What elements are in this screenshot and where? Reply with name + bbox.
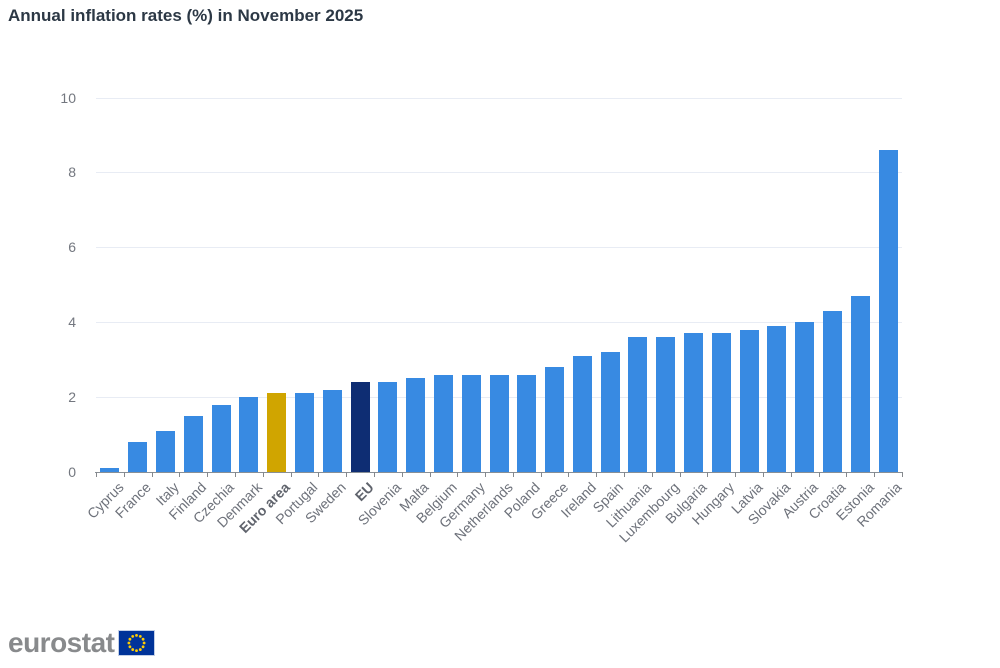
bar-luxembourg[interactable] [656, 337, 676, 472]
bar-poland[interactable] [517, 374, 537, 472]
x-axis-tick [540, 472, 542, 477]
x-axis-tick [262, 472, 264, 477]
bar-eu[interactable] [350, 382, 370, 472]
bar-sweden[interactable] [322, 389, 342, 472]
x-axis-tick [290, 472, 292, 477]
x-axis-tick [596, 472, 598, 477]
bar-france[interactable] [128, 442, 148, 472]
x-axis-tick [624, 472, 626, 477]
gridline-4 [96, 322, 902, 324]
y-axis-label-4: 4 [68, 314, 76, 331]
gridline-8 [96, 172, 902, 174]
x-axis-tick [763, 472, 765, 477]
bar-slovakia[interactable] [767, 325, 787, 472]
gridline-6 [96, 247, 902, 249]
x-axis-line [95, 472, 903, 473]
bar-euro-area[interactable] [267, 393, 287, 472]
x-axis-tick [346, 472, 348, 477]
y-axis-label-0: 0 [68, 464, 76, 480]
x-axis-tick [151, 472, 153, 477]
eurostat-logo-text: eurostat [8, 627, 115, 658]
bar-austria[interactable] [795, 322, 815, 472]
y-axis-label-8: 8 [68, 164, 76, 181]
x-axis-tick [96, 472, 97, 477]
x-axis-tick [568, 472, 570, 477]
x-axis-tick [401, 472, 403, 477]
eurostat-logo: eurostat [8, 627, 156, 659]
x-axis-tick [902, 472, 903, 477]
bar-ireland[interactable] [572, 355, 592, 472]
bar-hungary[interactable] [711, 333, 731, 472]
x-axis-tick [651, 472, 653, 477]
bar-malta[interactable] [406, 378, 426, 472]
chart-title: Annual inflation rates (%) in November 2… [8, 6, 364, 25]
x-axis-tick [318, 472, 320, 477]
x-axis-tick [846, 472, 848, 477]
y-axis-label-6: 6 [68, 239, 76, 256]
x-axis-tick [735, 472, 737, 477]
bar-bulgaria[interactable] [684, 333, 704, 472]
bar-cyprus[interactable] [100, 468, 120, 472]
bar-slovenia[interactable] [378, 382, 398, 472]
x-axis-tick [234, 472, 236, 477]
x-axis-tick [373, 472, 375, 477]
bar-belgium[interactable] [433, 374, 453, 472]
x-axis-tick [485, 472, 487, 477]
x-axis-tick [429, 472, 431, 477]
bar-greece[interactable] [545, 367, 565, 472]
bar-finland[interactable] [183, 415, 203, 472]
bar-estonia[interactable] [850, 295, 870, 472]
bar-portugal[interactable] [294, 393, 314, 472]
bar-croatia[interactable] [823, 310, 843, 472]
x-axis-tick [818, 472, 820, 477]
x-axis-tick [874, 472, 876, 477]
y-axis-label-10: 10 [60, 89, 76, 106]
x-axis-tick [123, 472, 125, 477]
bar-romania[interactable] [878, 149, 898, 472]
bar-lithuania[interactable] [628, 337, 648, 472]
bar-spain[interactable] [600, 352, 620, 472]
x-axis-tick [179, 472, 181, 477]
bar-denmark[interactable] [239, 397, 259, 472]
bar-netherlands[interactable] [489, 374, 509, 472]
bar-germany[interactable] [461, 374, 481, 472]
x-axis-tick [790, 472, 792, 477]
eu-flag-icon [118, 630, 156, 656]
bar-italy[interactable] [155, 430, 175, 472]
bar-czechia[interactable] [211, 404, 231, 472]
x-axis-tick [457, 472, 459, 477]
gridline-10 [96, 97, 902, 99]
x-axis-tick [512, 472, 514, 477]
y-axis-label-2: 2 [68, 389, 76, 406]
bar-latvia[interactable] [739, 329, 759, 472]
x-axis-tick [707, 472, 709, 477]
x-axis-tick [679, 472, 681, 477]
x-axis-tick [207, 472, 209, 477]
